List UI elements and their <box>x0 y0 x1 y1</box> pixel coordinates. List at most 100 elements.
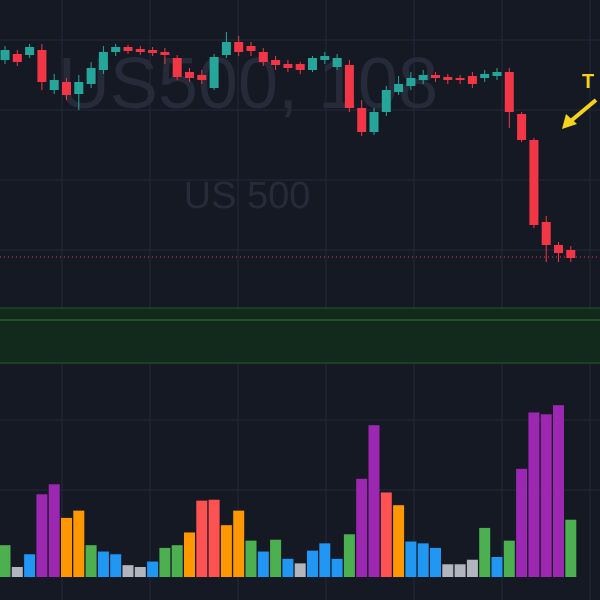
candle-body <box>431 75 440 78</box>
candle-body <box>283 64 293 68</box>
volume-bar <box>343 534 355 577</box>
candle-body <box>320 56 330 60</box>
volume-bar <box>36 494 48 577</box>
candle-body <box>381 90 391 112</box>
candle-body <box>12 54 22 62</box>
candle-body <box>529 140 539 225</box>
candle-body <box>62 82 71 95</box>
candle-body <box>492 72 502 76</box>
arrow <box>570 98 598 122</box>
candle-body <box>566 250 576 258</box>
volume-bar <box>270 539 282 577</box>
volume-bar <box>196 500 208 577</box>
candle-body <box>504 72 514 112</box>
volume-bar <box>159 547 171 577</box>
volume-bar <box>553 405 564 577</box>
volume-bar <box>147 561 159 577</box>
candle-body <box>554 245 563 253</box>
candle-body <box>135 49 145 52</box>
candle-body <box>394 84 404 92</box>
volume-bar <box>0 545 11 577</box>
volume-bar <box>220 525 232 577</box>
volume-bar <box>319 543 331 577</box>
volume-bar <box>528 412 540 577</box>
volume-bar <box>405 541 417 577</box>
candle-body <box>86 68 96 84</box>
candle-body <box>332 58 342 67</box>
volume-bar <box>466 559 478 577</box>
annotation: T <box>582 71 594 93</box>
volume-bar <box>380 492 392 577</box>
candle-body <box>246 46 256 51</box>
candle-body <box>418 75 428 80</box>
volume-bar <box>11 567 23 577</box>
volume-bar <box>48 484 60 577</box>
candle-body <box>209 57 219 88</box>
volume-bar <box>208 499 220 577</box>
volume-bar <box>85 545 97 577</box>
candle-body <box>98 52 108 70</box>
candle-body <box>258 52 268 62</box>
candle-body <box>308 58 317 70</box>
candle-body <box>49 80 59 90</box>
volume-bar <box>294 563 306 577</box>
volume-bar <box>110 554 122 577</box>
volume-bar <box>356 478 368 577</box>
volume-bar <box>491 557 503 577</box>
volume-bar <box>331 558 343 577</box>
volume-bar <box>442 564 454 577</box>
watermark-subtitle: US 500 <box>184 175 311 217</box>
candle-body <box>295 64 305 70</box>
volume-bar <box>245 540 257 577</box>
indicator-band <box>0 308 600 364</box>
volume-bar <box>393 505 405 577</box>
volume-bar <box>516 468 528 577</box>
candle-body <box>197 75 207 80</box>
watermark-title: US500, 108 <box>58 44 438 124</box>
candle-body <box>123 47 133 51</box>
candle-body <box>467 76 477 84</box>
candle-body <box>160 52 170 55</box>
volume-bar <box>430 547 441 577</box>
candle-body <box>480 74 490 78</box>
candle-body <box>541 222 551 245</box>
candle-body <box>221 42 231 55</box>
volume-bar <box>368 425 380 577</box>
candle-body <box>344 65 354 108</box>
volume-bar <box>122 565 134 577</box>
arrow-head <box>562 114 577 129</box>
volume-bar <box>307 550 318 577</box>
candle-body <box>37 50 47 82</box>
candle-body <box>357 108 367 132</box>
volume-bar <box>257 551 269 577</box>
volume-bar <box>134 567 146 577</box>
volume-bar <box>454 564 466 577</box>
marks <box>0 32 600 577</box>
volume-bar <box>73 510 85 577</box>
volume-bar <box>282 558 294 577</box>
candle-body <box>455 78 465 80</box>
candle-body <box>406 78 416 86</box>
volume-bar <box>233 510 245 577</box>
volume-bar <box>540 414 552 577</box>
candle-body <box>148 50 158 53</box>
volume-bar <box>565 519 577 577</box>
candle-body <box>185 72 194 78</box>
candle-body <box>234 42 244 52</box>
volume-bar <box>417 543 429 577</box>
volume-bar <box>184 532 195 577</box>
volume-bar <box>171 545 183 577</box>
volume-bar <box>503 540 515 577</box>
candle-body <box>172 58 182 77</box>
volume-bar <box>97 551 109 577</box>
candle-body <box>517 114 527 140</box>
volume-bar <box>61 517 72 577</box>
volume-bar <box>24 554 36 577</box>
candle-body <box>74 82 84 94</box>
candle-body <box>25 47 35 55</box>
candle-body <box>0 50 10 60</box>
candle-body <box>111 47 121 52</box>
